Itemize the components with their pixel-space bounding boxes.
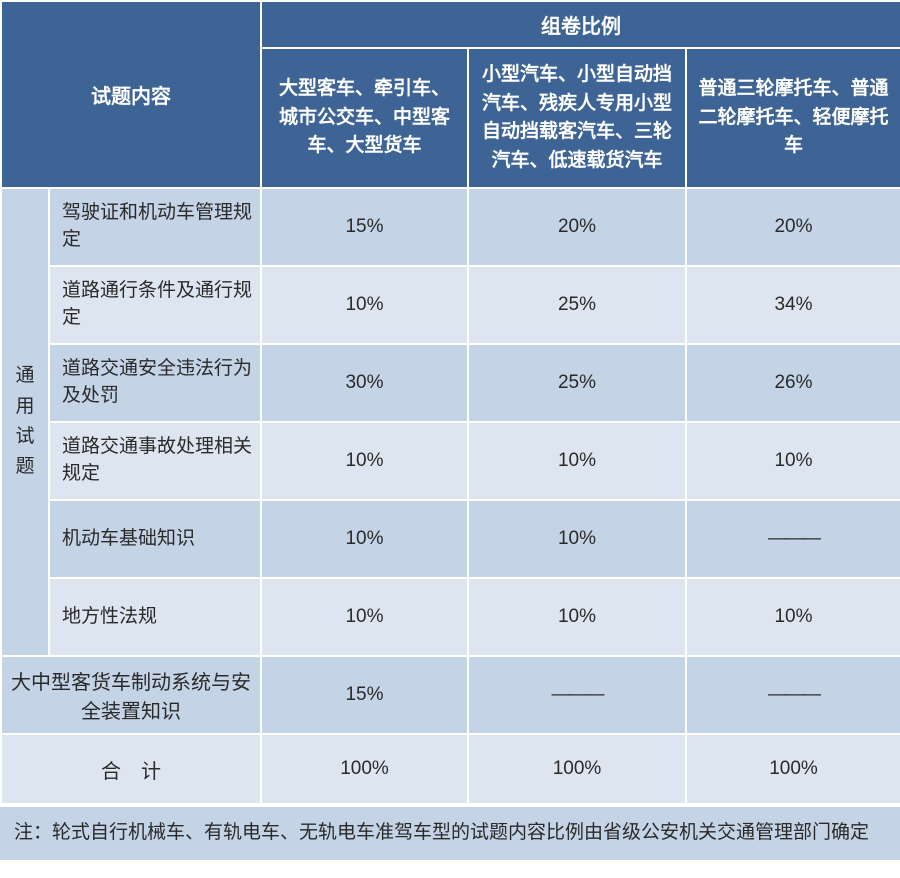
table-row: 道路交通事故处理相关规定 10% 10% 10% — [1, 422, 900, 500]
value-cell: 10% — [686, 422, 900, 500]
content-header: 试题内容 — [1, 1, 261, 188]
table-row: 机动车基础知识 10% 10% ——— — [1, 500, 900, 578]
table-row: 道路通行条件及通行规定 10% 25% 34% — [1, 266, 900, 344]
topic-cell: 驾驶证和机动车管理规定 — [49, 188, 261, 266]
value-cell: 10% — [468, 422, 686, 500]
value-cell: ——— — [686, 500, 900, 578]
value-cell: 30% — [261, 344, 468, 422]
topic-cell: 机动车基础知识 — [49, 500, 261, 578]
value-cell: 10% — [261, 422, 468, 500]
value-cell: 10% — [686, 578, 900, 656]
exam-ratio-table: 试题内容 组卷比例 大型客车、牵引车、城市公交车、中型客车、大型货车 小型汽车、… — [0, 0, 900, 860]
table-row: 地方性法规 10% 10% 10% — [1, 578, 900, 656]
value-cell: 25% — [468, 266, 686, 344]
col1-header: 大型客车、牵引车、城市公交车、中型客车、大型货车 — [261, 48, 468, 188]
col3-header: 普通三轮摩托车、普通二轮摩托车、轻便摩托车 — [686, 48, 900, 188]
topic-cell: 道路通行条件及通行规定 — [49, 266, 261, 344]
value-cell: 100% — [468, 734, 686, 804]
value-cell: 10% — [468, 500, 686, 578]
value-cell: 20% — [686, 188, 900, 266]
table-row: 道路交通安全违法行为及处罚 30% 25% 26% — [1, 344, 900, 422]
value-cell: 10% — [261, 578, 468, 656]
ratio-header: 组卷比例 — [261, 1, 900, 48]
value-cell: 10% — [261, 266, 468, 344]
topic-cell: 道路交通安全违法行为及处罚 — [49, 344, 261, 422]
topic-cell: 道路交通事故处理相关规定 — [49, 422, 261, 500]
value-cell: 100% — [686, 734, 900, 804]
table-row: 通用试题 驾驶证和机动车管理规定 15% 20% 20% — [1, 188, 900, 266]
total-row: 合 计 100% 100% 100% — [1, 734, 900, 804]
value-cell: 15% — [261, 188, 468, 266]
value-cell: ——— — [686, 656, 900, 734]
value-cell: ——— — [468, 656, 686, 734]
category-cell: 通用试题 — [1, 188, 49, 656]
value-cell: 15% — [261, 656, 468, 734]
value-cell: 10% — [261, 500, 468, 578]
special-topic: 大中型客货车制动系统与安全装置知识 — [1, 656, 261, 734]
value-cell: 34% — [686, 266, 900, 344]
value-cell: 26% — [686, 344, 900, 422]
data-table: 试题内容 组卷比例 大型客车、牵引车、城市公交车、中型客车、大型货车 小型汽车、… — [0, 0, 900, 805]
special-row: 大中型客货车制动系统与安全装置知识 15% ——— ——— — [1, 656, 900, 734]
value-cell: 100% — [261, 734, 468, 804]
total-label: 合 计 — [1, 734, 261, 804]
value-cell: 20% — [468, 188, 686, 266]
col2-header: 小型汽车、小型自动挡汽车、残疾人专用小型自动挡载客汽车、三轮汽车、低速载货汽车 — [468, 48, 686, 188]
footer-note: 注：轮式自行机械车、有轨电车、无轨电车准驾车型的试题内容比例由省级公安机关交通管… — [0, 805, 900, 860]
value-cell: 10% — [468, 578, 686, 656]
header-row-1: 试题内容 组卷比例 — [1, 1, 900, 48]
topic-cell: 地方性法规 — [49, 578, 261, 656]
value-cell: 25% — [468, 344, 686, 422]
